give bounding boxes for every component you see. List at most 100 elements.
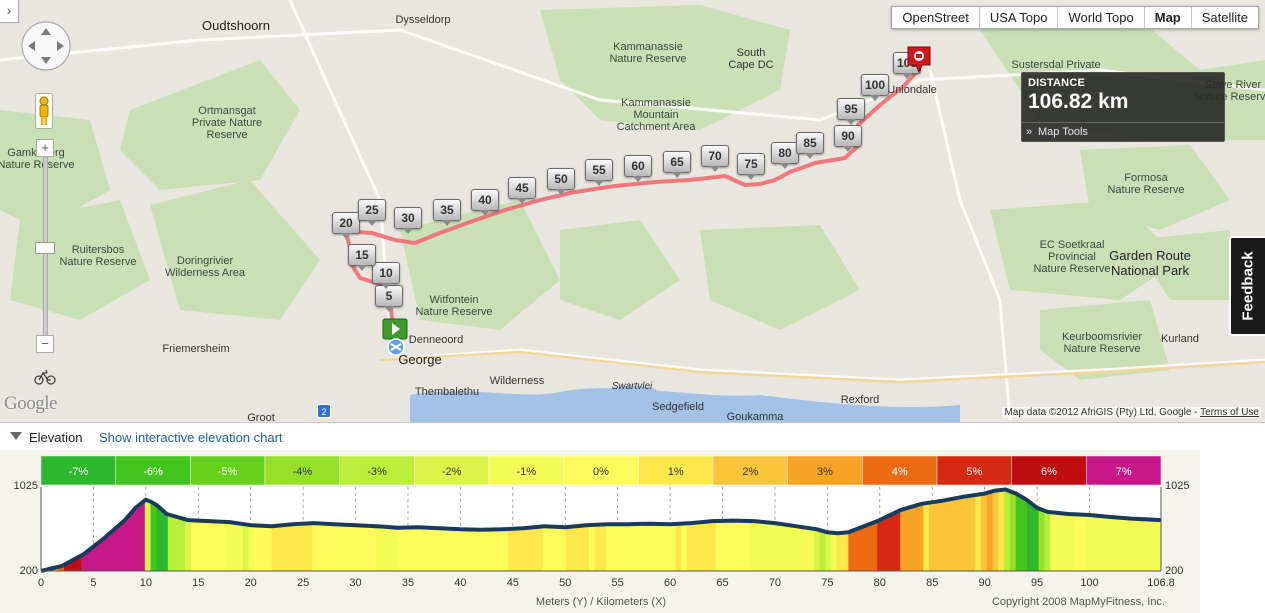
route-marker-55[interactable]: 55 bbox=[585, 159, 613, 186]
show-interactive-elevation-link[interactable]: Show interactive elevation chart bbox=[99, 430, 283, 445]
panel-toggle-button[interactable]: › bbox=[0, 0, 19, 23]
map-type-world-topo-button[interactable]: World Topo bbox=[1057, 7, 1143, 28]
grade-bar bbox=[698, 489, 705, 571]
grade-bar bbox=[1090, 489, 1097, 571]
grade-legend-swatch bbox=[488, 455, 564, 486]
map-type-openstreet-button[interactable]: OpenStreet bbox=[902, 10, 969, 25]
grade-legend-swatch bbox=[638, 455, 714, 486]
route-marker-25[interactable]: 25 bbox=[358, 199, 386, 226]
grade-bar bbox=[992, 489, 999, 571]
end-marker-icon[interactable] bbox=[906, 45, 932, 75]
x-tick-label: 106.8 bbox=[1147, 577, 1175, 589]
grade-bar bbox=[796, 489, 803, 571]
grade-legend-swatch bbox=[414, 455, 490, 486]
place-denneoord: Denneoord bbox=[408, 334, 464, 346]
route-marker-95[interactable]: 95 bbox=[837, 98, 865, 125]
grade-bar bbox=[611, 489, 619, 571]
place-friemersheim: Friemersheim bbox=[162, 343, 230, 355]
route-marker-70[interactable]: 70 bbox=[701, 145, 729, 172]
grade-bar bbox=[906, 489, 913, 571]
route-marker-35[interactable]: 35 bbox=[433, 199, 461, 226]
x-tick-label: 15 bbox=[192, 577, 204, 589]
lake bbox=[606, 386, 658, 398]
grade-bar bbox=[219, 489, 227, 571]
zoom-in-icon[interactable]: + bbox=[36, 139, 54, 157]
grade-bar bbox=[248, 489, 255, 571]
collapse-triangle-icon[interactable] bbox=[10, 432, 22, 440]
grade-bar bbox=[433, 489, 440, 571]
grade-bar bbox=[1073, 489, 1080, 571]
svg-text:2: 2 bbox=[321, 407, 326, 417]
y-tick-label-top-right: 1025 bbox=[1165, 480, 1189, 492]
grade-bar bbox=[225, 489, 232, 571]
grade-legend-swatch bbox=[862, 455, 938, 486]
route-marker-40[interactable]: 40 bbox=[471, 189, 499, 216]
route-marker-50[interactable]: 50 bbox=[547, 168, 575, 195]
grade-legend-label: -6% bbox=[143, 466, 163, 478]
map-tools-button[interactable]: » Map Tools bbox=[1022, 122, 1224, 142]
reserve-area bbox=[990, 200, 1180, 300]
x-tick-label: 30 bbox=[349, 577, 361, 589]
chevron-right-icon: » bbox=[1026, 126, 1033, 138]
route-marker-20[interactable]: 20 bbox=[332, 212, 360, 239]
grade-bar bbox=[1015, 489, 1022, 571]
grade-bar bbox=[577, 489, 584, 571]
grade-bar bbox=[588, 489, 596, 571]
grade-bar bbox=[312, 489, 319, 571]
map-type-usa-topo-button[interactable]: USA Topo bbox=[978, 7, 1058, 28]
grade-bar bbox=[381, 489, 388, 571]
route-marker-60[interactable]: 60 bbox=[624, 155, 652, 182]
route-marker-10[interactable]: 10 bbox=[372, 262, 400, 289]
route-marker-85[interactable]: 85 bbox=[796, 132, 824, 159]
grade-bar bbox=[617, 489, 624, 571]
grade-bar bbox=[1159, 489, 1161, 571]
zoom-slider-handle[interactable] bbox=[35, 242, 55, 254]
map-type-map-button[interactable]: Map bbox=[1143, 7, 1191, 28]
grade-legend-label: -2% bbox=[442, 466, 462, 478]
route-marker-75[interactable]: 75 bbox=[737, 153, 765, 180]
grade-bar bbox=[600, 489, 607, 571]
pan-control-icon[interactable] bbox=[19, 19, 73, 73]
grade-legend-swatch bbox=[264, 455, 340, 486]
route-marker-30[interactable]: 30 bbox=[394, 207, 422, 234]
grade-bar bbox=[1119, 489, 1126, 571]
grade-bar bbox=[1067, 489, 1074, 571]
grade-bar bbox=[139, 489, 146, 571]
route-marker-80[interactable]: 80 bbox=[771, 142, 799, 169]
grade-legend-swatch bbox=[1011, 455, 1087, 486]
grade-bar bbox=[1021, 489, 1028, 571]
x-tick-label: 0 bbox=[38, 577, 44, 589]
map-view[interactable]: Oudtshoorn Dysseldorp Kammanassie Nature… bbox=[0, 0, 1265, 423]
grade-bar bbox=[369, 489, 376, 571]
grade-bar bbox=[410, 489, 417, 571]
x-tick-label: 65 bbox=[716, 577, 728, 589]
map-type-satellite-button[interactable]: Satellite bbox=[1190, 7, 1258, 28]
grade-bar bbox=[162, 489, 169, 571]
bike-icon[interactable] bbox=[34, 368, 56, 386]
grade-bar bbox=[1044, 489, 1051, 571]
elevation-title[interactable]: Elevation bbox=[29, 430, 83, 445]
grade-bar bbox=[686, 489, 694, 571]
zoom-out-icon[interactable]: − bbox=[36, 335, 54, 353]
route-marker-15[interactable]: 15 bbox=[348, 244, 376, 271]
feedback-button[interactable]: Feedback bbox=[1229, 236, 1265, 336]
grade-legend-swatch bbox=[936, 455, 1012, 486]
pegman-icon[interactable] bbox=[35, 93, 53, 129]
terms-of-use-link[interactable]: Terms of Use bbox=[1200, 407, 1259, 418]
x-tick-label: 100 bbox=[1080, 577, 1098, 589]
grade-bar bbox=[1102, 489, 1109, 571]
route-marker-100[interactable]: 100 bbox=[861, 74, 889, 101]
route-marker-90[interactable]: 90 bbox=[834, 125, 862, 152]
grade-legend-label: 2% bbox=[742, 466, 758, 478]
grade-bar bbox=[934, 489, 942, 571]
grade-bar bbox=[623, 489, 630, 571]
grade-bar bbox=[704, 489, 711, 571]
grade-legend-label: -3% bbox=[367, 466, 387, 478]
grade-bar bbox=[969, 489, 976, 571]
map-attribution: Map data ©2012 AfriGIS (Pty) Ltd, Google… bbox=[1002, 407, 1261, 418]
route-marker-65[interactable]: 65 bbox=[663, 151, 691, 178]
x-tick-label: 80 bbox=[874, 577, 886, 589]
route-marker-45[interactable]: 45 bbox=[508, 177, 536, 204]
reserve-area bbox=[0, 110, 110, 230]
grade-bar bbox=[560, 489, 567, 571]
